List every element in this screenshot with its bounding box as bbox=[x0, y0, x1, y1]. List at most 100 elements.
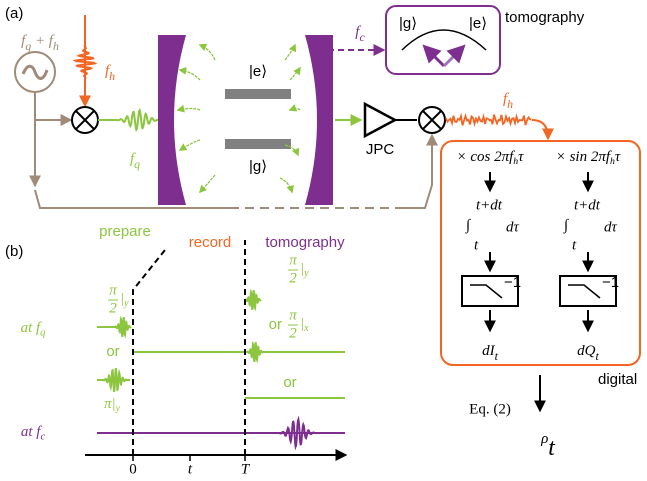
mixer-x bbox=[75, 110, 95, 130]
row-label-sub: q bbox=[40, 328, 45, 339]
filter bbox=[559, 275, 617, 307]
pulse bbox=[244, 288, 262, 312]
frac-num: π bbox=[289, 307, 297, 323]
or-label: or bbox=[106, 343, 119, 360]
output-label-part: dI bbox=[482, 343, 496, 359]
multiply-label-sub: h bbox=[610, 156, 615, 167]
result-label-sub: t bbox=[548, 436, 556, 462]
integral-upper: t+dt bbox=[574, 197, 601, 213]
filter-shape bbox=[568, 284, 601, 299]
wire bbox=[34, 189, 230, 209]
multiply-label-sub: h bbox=[513, 156, 518, 167]
bloch-excited: |e⟩ bbox=[469, 15, 487, 32]
pulse bbox=[102, 368, 128, 392]
result-label: ρt bbox=[540, 431, 556, 461]
row-label-part: at f bbox=[21, 320, 42, 336]
bloch-arc bbox=[401, 29, 487, 51]
wire bbox=[34, 92, 73, 126]
pulse-label: π|y bbox=[104, 396, 121, 414]
drive-label-part: f bbox=[105, 63, 111, 79]
qubit-drive-label-part: f bbox=[130, 151, 136, 167]
photon bbox=[289, 66, 301, 81]
filter-label: −1 bbox=[602, 274, 619, 291]
tick-label: T bbox=[241, 461, 251, 477]
noise bbox=[445, 112, 532, 128]
bloch-arrow bbox=[442, 44, 466, 68]
frac-den: 2 bbox=[109, 300, 117, 316]
source-label: fq + fh bbox=[21, 33, 59, 52]
tomo-box bbox=[385, 5, 501, 75]
boundary bbox=[132, 249, 166, 455]
demod-label: fh bbox=[503, 91, 513, 110]
demod-wire bbox=[531, 119, 554, 141]
demod-label-sub: h bbox=[507, 97, 513, 111]
pulse bbox=[115, 107, 161, 133]
mirror bbox=[158, 35, 186, 205]
multiply-label-part: × sin 2πf bbox=[556, 149, 612, 165]
pulse-label-part: π| bbox=[104, 396, 116, 412]
qubit-level bbox=[225, 139, 291, 149]
multiply-label-part: × cos 2πf bbox=[456, 149, 515, 165]
frac-den: 2 bbox=[289, 325, 297, 341]
pulse bbox=[72, 43, 98, 81]
frac-rest: |y bbox=[300, 261, 309, 279]
multiply-label-part: τ bbox=[518, 149, 524, 165]
row-label: at fq bbox=[21, 320, 46, 338]
multiply-label: × sin 2πfhτ bbox=[556, 149, 621, 167]
record-label: record bbox=[189, 234, 232, 251]
qubit-drive-label: fq bbox=[130, 151, 140, 170]
pulse-label-sub: y bbox=[115, 403, 121, 414]
photon bbox=[198, 174, 216, 194]
equation-label: Eq. (2) bbox=[469, 401, 511, 417]
output-label-part: dQ bbox=[577, 343, 596, 359]
mixer-x bbox=[422, 110, 442, 130]
pulse bbox=[246, 340, 264, 364]
integral-body: dτ bbox=[604, 219, 618, 235]
amplifier bbox=[363, 101, 398, 139]
frac-den: 2 bbox=[289, 270, 297, 286]
frac-num: π bbox=[109, 282, 117, 298]
demod-label-part: f bbox=[503, 91, 509, 107]
filter-shape bbox=[470, 284, 503, 299]
filter bbox=[461, 275, 519, 307]
tick-label: 0 bbox=[129, 461, 137, 477]
photon bbox=[198, 43, 216, 61]
rest: | bbox=[300, 316, 304, 332]
photon bbox=[284, 144, 300, 157]
cavity-drive-label-sub: c bbox=[359, 30, 365, 44]
source-label-sub: q bbox=[25, 39, 31, 53]
frac-rest: |y bbox=[120, 291, 129, 309]
frac-rest: |x bbox=[300, 316, 309, 334]
output-label-sub: t bbox=[596, 349, 600, 363]
frac-num: π bbox=[289, 252, 297, 268]
amplifier-label: JPC bbox=[366, 141, 395, 158]
photon bbox=[176, 104, 201, 113]
drive-label: fh bbox=[105, 63, 115, 82]
bloch-ground: |g⟩ bbox=[399, 15, 417, 32]
multiply-label: × cos 2πfhτ bbox=[456, 149, 524, 167]
tilde bbox=[21, 64, 49, 80]
photon bbox=[178, 139, 201, 151]
or-label: or bbox=[269, 316, 282, 333]
mirror bbox=[305, 35, 333, 205]
wire bbox=[395, 133, 438, 209]
result-label-part: ρ bbox=[540, 431, 548, 447]
digital-label: digital bbox=[598, 371, 637, 388]
integral-lower: t bbox=[572, 237, 577, 253]
integral-lower: t bbox=[474, 237, 479, 253]
bloch-arrow bbox=[422, 44, 446, 68]
source-label-part: f bbox=[21, 33, 27, 49]
rest-sub: y bbox=[123, 298, 129, 309]
rest: | bbox=[300, 261, 304, 277]
rest: | bbox=[120, 291, 124, 307]
rest-sub: x bbox=[303, 323, 309, 334]
multiply-label-part: τ bbox=[615, 149, 621, 165]
photon bbox=[178, 67, 201, 81]
digital-box bbox=[440, 140, 641, 366]
photon bbox=[284, 43, 297, 61]
cavity-drive-label: fc bbox=[355, 24, 365, 43]
row-label-part: at f bbox=[21, 424, 42, 440]
or-label: or bbox=[283, 374, 296, 391]
prepare-label: prepare bbox=[99, 223, 151, 240]
